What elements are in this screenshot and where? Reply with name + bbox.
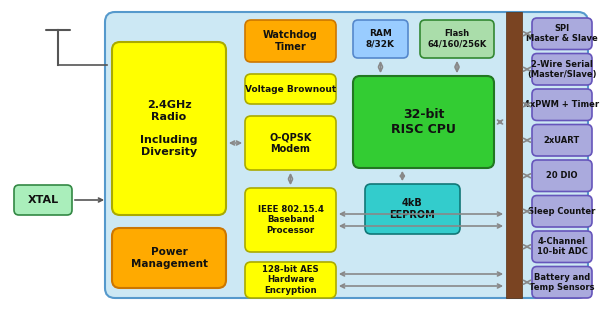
FancyBboxPatch shape xyxy=(532,160,592,192)
FancyBboxPatch shape xyxy=(14,185,72,215)
FancyBboxPatch shape xyxy=(365,184,460,234)
FancyBboxPatch shape xyxy=(245,20,336,62)
Text: SPI
Master & Slave: SPI Master & Slave xyxy=(526,24,598,43)
FancyBboxPatch shape xyxy=(532,196,592,227)
FancyBboxPatch shape xyxy=(532,54,592,85)
Text: 128-bit AES
Hardware
Encryption: 128-bit AES Hardware Encryption xyxy=(262,265,319,295)
FancyBboxPatch shape xyxy=(532,18,592,50)
Text: 2.4GHz
Radio

Including
Diversity: 2.4GHz Radio Including Diversity xyxy=(140,100,198,157)
FancyBboxPatch shape xyxy=(112,42,226,215)
FancyBboxPatch shape xyxy=(105,12,588,298)
FancyBboxPatch shape xyxy=(532,231,592,263)
Text: 32-bit
RISC CPU: 32-bit RISC CPU xyxy=(391,108,456,136)
FancyBboxPatch shape xyxy=(420,20,494,58)
Text: 20 DIO: 20 DIO xyxy=(546,171,578,180)
FancyBboxPatch shape xyxy=(353,76,494,168)
Text: 4-Channel
10-bit ADC: 4-Channel 10-bit ADC xyxy=(536,237,587,256)
Text: Power
Management: Power Management xyxy=(131,247,208,269)
Text: RAM
8/32K: RAM 8/32K xyxy=(366,29,395,49)
Text: 4xPWM + Timer: 4xPWM + Timer xyxy=(524,100,599,109)
FancyBboxPatch shape xyxy=(353,20,408,58)
Text: 4kB
EEPROM: 4kB EEPROM xyxy=(389,198,436,220)
FancyBboxPatch shape xyxy=(112,228,226,288)
Text: Sleep Counter: Sleep Counter xyxy=(529,207,596,216)
Text: Battery and
Temp Sensors: Battery and Temp Sensors xyxy=(529,272,595,292)
Text: Watchdog
Timer: Watchdog Timer xyxy=(263,30,318,52)
Text: 2-Wire Serial
(Master/Slave): 2-Wire Serial (Master/Slave) xyxy=(527,60,597,79)
FancyBboxPatch shape xyxy=(532,125,592,156)
Text: 2xUART: 2xUART xyxy=(544,136,580,145)
Bar xyxy=(506,12,522,298)
FancyBboxPatch shape xyxy=(245,116,336,170)
FancyBboxPatch shape xyxy=(245,262,336,298)
FancyBboxPatch shape xyxy=(245,74,336,104)
FancyBboxPatch shape xyxy=(532,89,592,121)
FancyBboxPatch shape xyxy=(532,267,592,298)
FancyBboxPatch shape xyxy=(245,188,336,252)
Text: XTAL: XTAL xyxy=(28,195,59,205)
Text: IEEE 802.15.4
Baseband
Processor: IEEE 802.15.4 Baseband Processor xyxy=(257,205,323,235)
Text: Voltage Brownout: Voltage Brownout xyxy=(245,85,336,94)
Text: O-QPSK
Modem: O-QPSK Modem xyxy=(269,132,311,154)
Text: Flash
64/160/256K: Flash 64/160/256K xyxy=(427,29,487,49)
